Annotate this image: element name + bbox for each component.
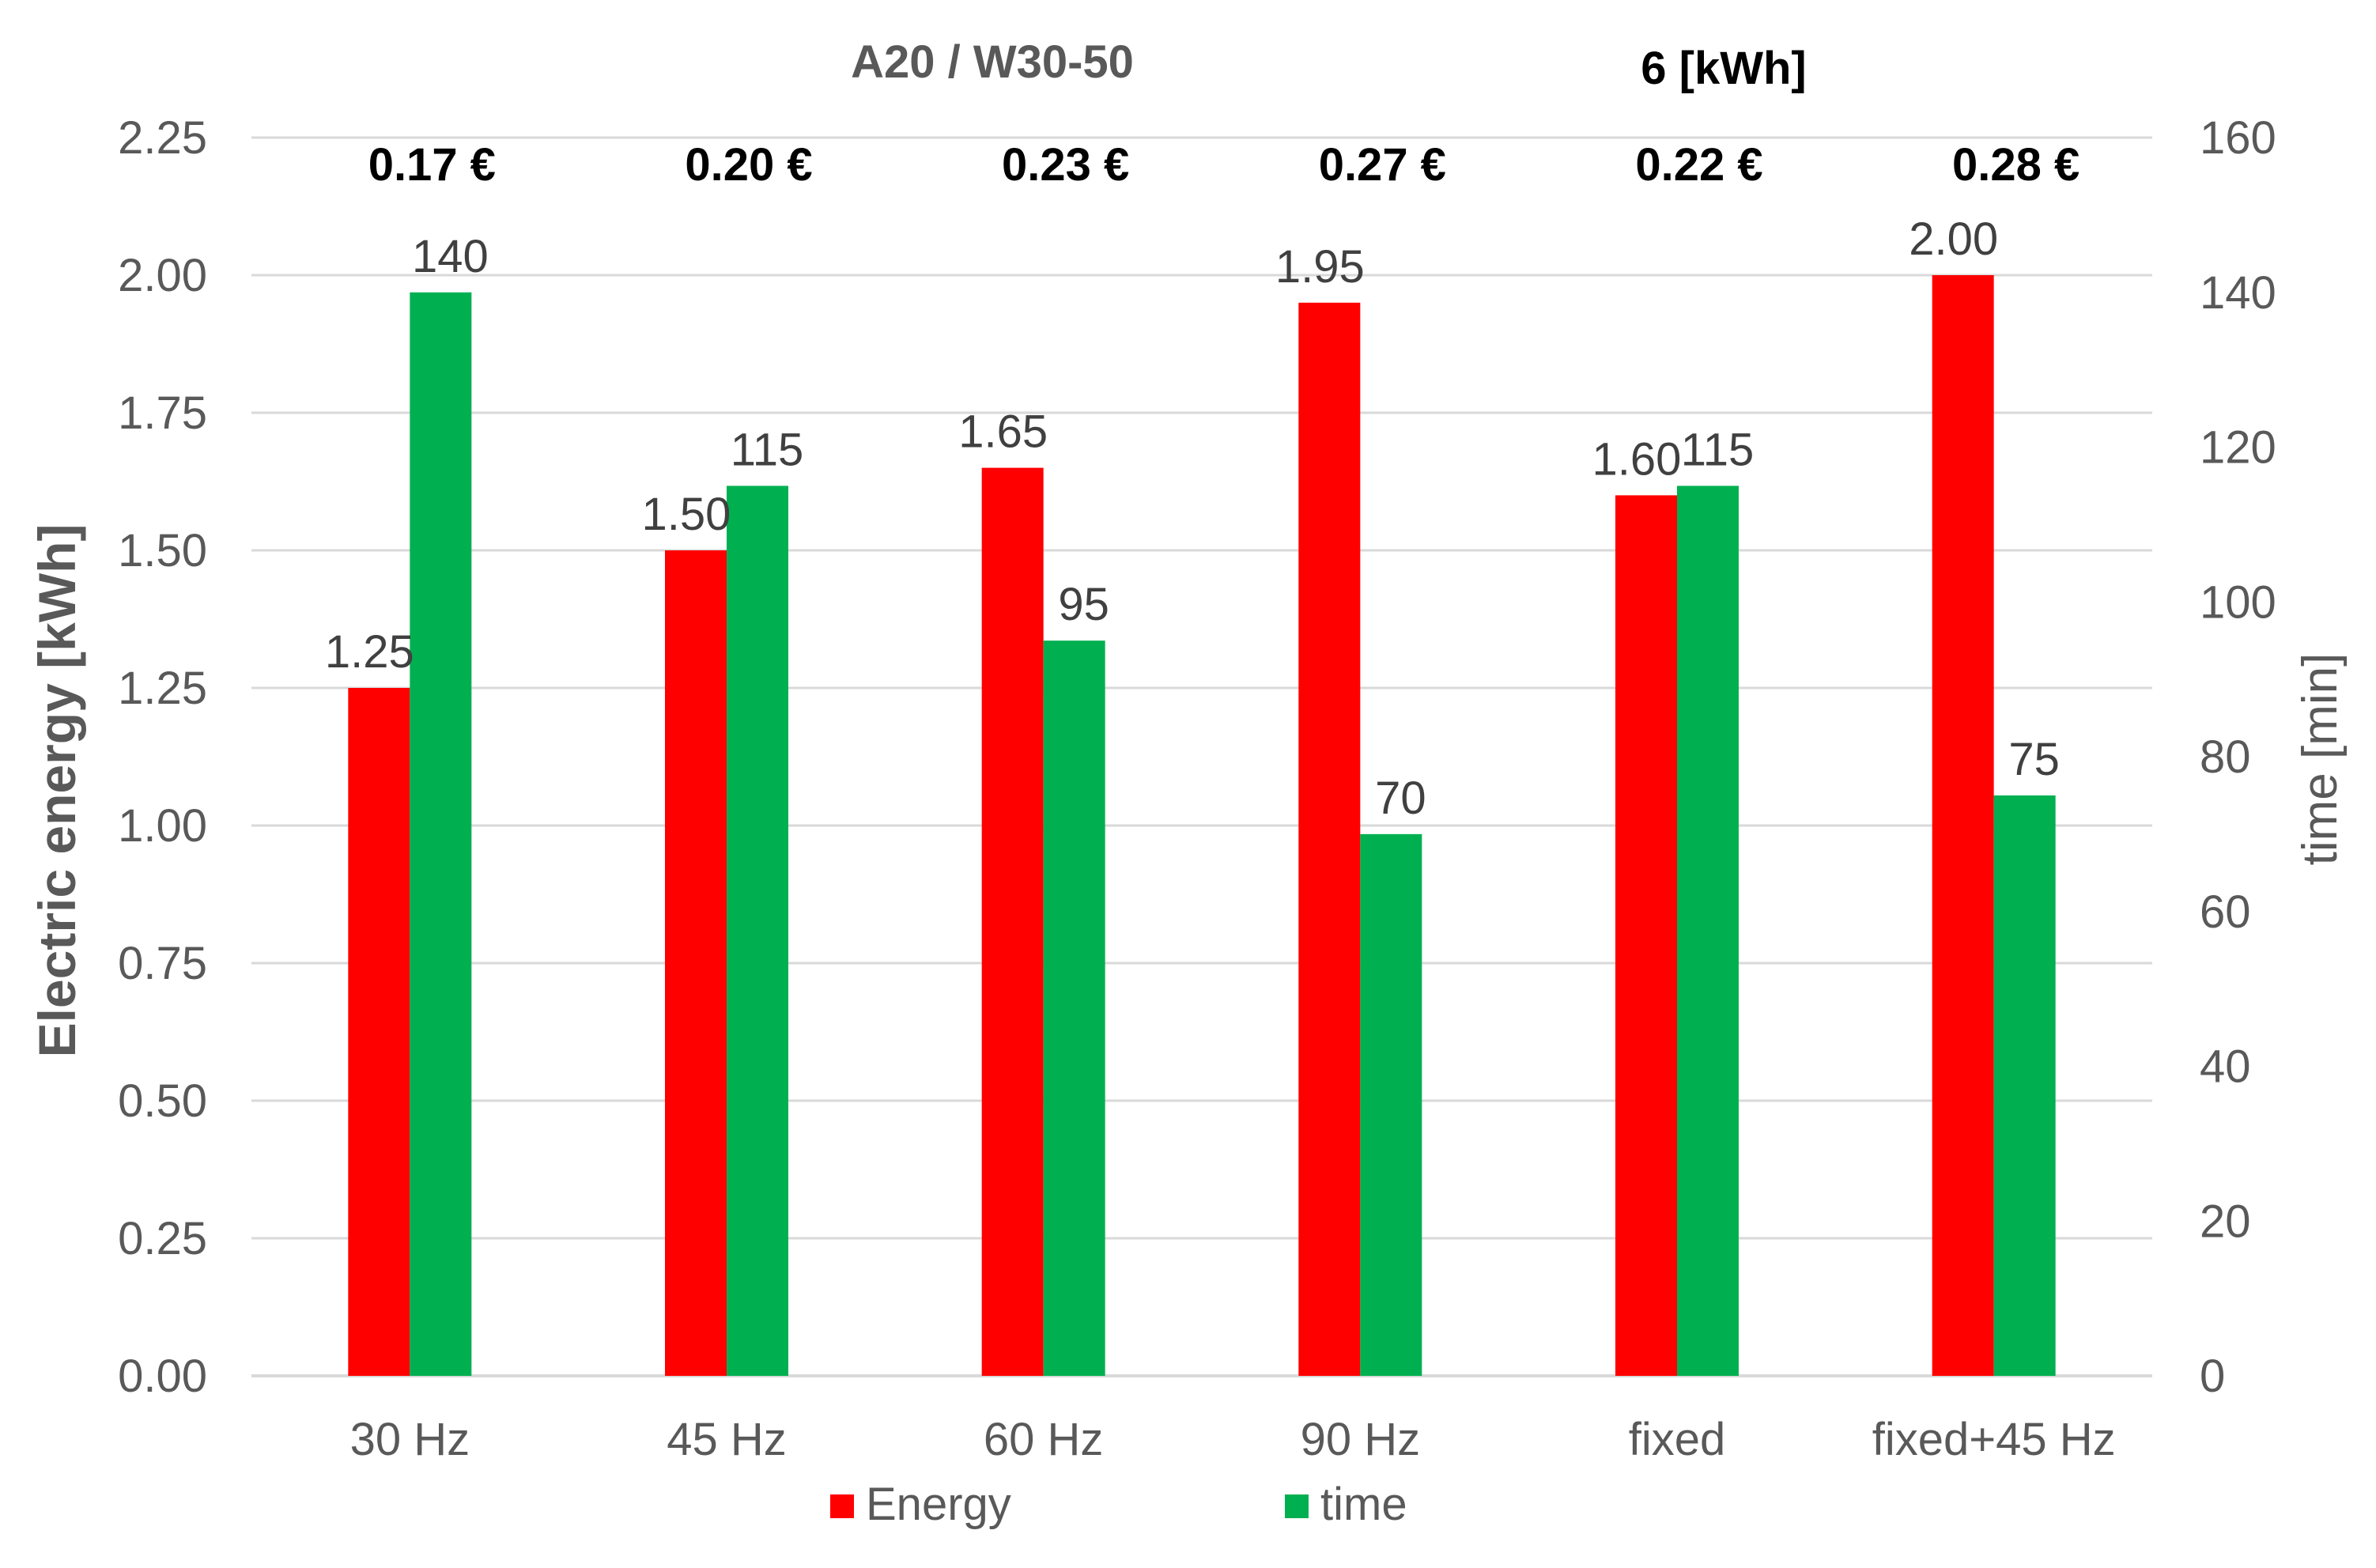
y-left-tick-label: 1.25	[118, 663, 207, 714]
y-left-tick-label: 1.75	[118, 387, 207, 439]
y-left-tick-label: 0.50	[118, 1075, 207, 1127]
x-category-label: fixed+45 Hz	[1872, 1414, 2116, 1465]
energy-bar	[981, 467, 1044, 1376]
y-axis-right-title: time [min]	[2293, 653, 2348, 866]
cost-annotation: 0.17 €	[368, 139, 496, 191]
time-bar	[1993, 795, 2056, 1376]
gridlines	[251, 136, 2152, 1377]
legend: Energy time	[830, 1479, 1407, 1530]
y-right-tick-label: 160	[2200, 112, 2276, 164]
chart-subtitle: 6 [kWh]	[1641, 43, 1806, 94]
y-right-tick-label: 0	[2200, 1351, 2225, 1402]
y-right-tick-label: 140	[2200, 267, 2276, 319]
legend-label-time: time	[1320, 1479, 1407, 1530]
time-bar	[1043, 640, 1105, 1376]
cost-annotation: 0.28 €	[1952, 139, 2079, 191]
legend-label-energy: Energy	[866, 1479, 1011, 1530]
y-left-tick-label: 1.00	[118, 800, 207, 852]
time-bar	[1677, 486, 1739, 1376]
y-right-tick-label: 120	[2200, 422, 2276, 474]
energy-bar	[665, 550, 727, 1376]
time-value-label: 70	[1375, 773, 1426, 824]
y-left-tick-label: 0.25	[118, 1213, 207, 1264]
energy-value-label: 1.60	[1592, 433, 1682, 485]
time-value-label: 115	[731, 424, 803, 475]
x-category-label: 90 Hz	[1301, 1414, 1421, 1465]
x-category-label: 60 Hz	[984, 1414, 1104, 1465]
legend-swatch-energy	[830, 1494, 854, 1518]
cost-annotation: 0.22 €	[1635, 139, 1762, 191]
cost-annotation: 0.27 €	[1319, 139, 1446, 191]
time-bar	[1360, 833, 1422, 1376]
x-category-label: 30 Hz	[350, 1414, 470, 1465]
data-labels: 0.00 0.25 0.50 0.75 1.00 1.25 1.50 1.75 2.00 2.25…	[118, 112, 2276, 1465]
bars	[348, 275, 2056, 1376]
energy-bar	[348, 688, 410, 1376]
energy-value-label: 1.25	[325, 626, 414, 678]
cost-annotation: 0.23 €	[1002, 139, 1129, 191]
energy-bar	[1615, 495, 1677, 1376]
y-axis-left-title: Electric energy [kWh]	[28, 524, 86, 1058]
y-right-tick-label: 80	[2200, 731, 2251, 783]
time-bar	[727, 486, 788, 1376]
energy-value-label: 1.50	[642, 489, 731, 540]
energy-value-label: 1.65	[958, 406, 1048, 458]
y-left-tick-label: 2.25	[118, 112, 207, 164]
energy-bar	[1298, 302, 1361, 1376]
chart-title: A20 / W30-50	[851, 36, 1134, 88]
y-left-tick-label: 2.00	[118, 250, 207, 301]
y-right-tick-label: 20	[2200, 1196, 2251, 1247]
x-category-label: fixed	[1629, 1414, 1726, 1465]
y-right-tick-label: 60	[2200, 886, 2251, 938]
y-right-tick-label: 100	[2200, 576, 2276, 628]
y-left-tick-label: 0.75	[118, 938, 207, 989]
energy-bar	[1932, 275, 1994, 1376]
time-value-label: 95	[1058, 579, 1109, 630]
time-bar	[410, 292, 472, 1376]
y-right-tick-label: 40	[2200, 1041, 2251, 1093]
y-left-tick-label: 0.00	[118, 1351, 207, 1402]
legend-swatch-time	[1285, 1494, 1309, 1518]
time-value-label: 75	[2008, 734, 2060, 785]
cost-annotation: 0.20 €	[685, 139, 812, 191]
y-left-tick-label: 1.50	[118, 525, 207, 576]
x-category-label: 45 Hz	[667, 1414, 787, 1465]
time-value-label: 140	[412, 231, 489, 282]
energy-value-label: 1.95	[1275, 241, 1365, 293]
energy-value-label: 2.00	[1909, 213, 1998, 265]
time-value-label: 115	[1681, 424, 1754, 475]
